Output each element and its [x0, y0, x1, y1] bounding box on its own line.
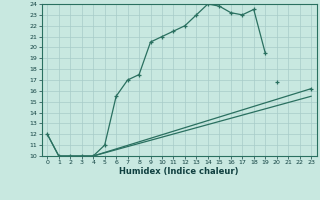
X-axis label: Humidex (Indice chaleur): Humidex (Indice chaleur)	[119, 167, 239, 176]
